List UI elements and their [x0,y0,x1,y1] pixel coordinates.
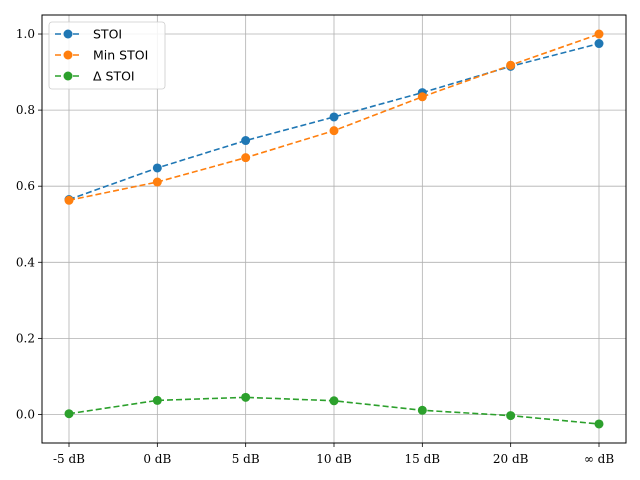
data-point [241,136,251,146]
data-point [594,29,604,39]
x-tick-label: ∞ dB [584,452,614,466]
axes: -5 dB 0 dB 5 dB 10 dB 15 dB 20 dB ∞ dB 0.0 0.2 0.… [16,27,614,466]
y-tick-label: 0.0 [16,407,35,421]
data-point [594,39,604,49]
legend-label: Min STOI [93,48,148,63]
legend: STOI Min STOI Δ STOI [48,21,166,90]
data-point [152,163,162,173]
data-point [506,411,516,421]
data-point [417,405,427,415]
data-point [64,195,74,205]
legend-box [48,21,166,90]
data-point [329,126,339,136]
y-tick-label: 0.6 [16,179,35,193]
y-tick-label: 0.8 [16,103,35,117]
legend-marker [63,50,73,60]
x-tick-label: 0 dB [143,452,171,466]
y-tick-label: 0.2 [16,331,35,345]
legend-marker [63,71,73,81]
data-point [506,60,516,70]
legend-marker [63,29,73,39]
data-point [241,392,251,402]
data-point [64,409,74,419]
x-tick-label: 10 dB [316,452,352,466]
data-point [241,153,251,163]
series-layer [64,29,604,429]
grid [42,15,626,443]
x-tick-label: 15 dB [405,452,441,466]
x-tick-label: 5 dB [232,452,260,466]
y-tick-label: 1.0 [16,27,35,41]
data-point [152,177,162,187]
data-point [417,92,427,102]
data-point [594,419,604,429]
legend-label: STOI [93,27,122,42]
x-tick-label: -5 dB [53,452,85,466]
data-point [329,112,339,122]
data-point [329,396,339,406]
y-tick-label: 0.4 [16,255,35,269]
data-point [152,395,162,405]
legend-label: Δ STOI [93,69,135,84]
x-tick-label: 20 dB [493,452,529,466]
